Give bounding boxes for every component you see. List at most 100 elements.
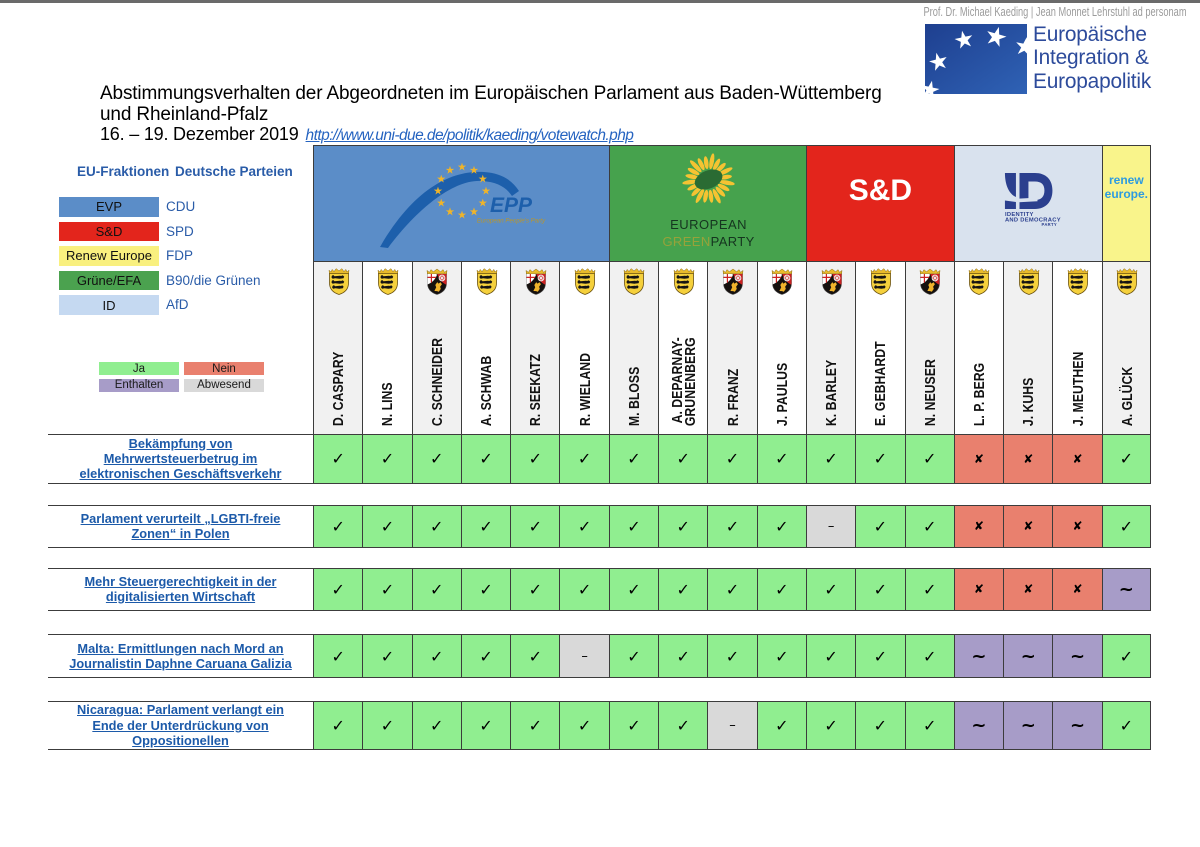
epp-star-icon — [445, 207, 455, 216]
coat-of-arms — [1066, 266, 1090, 296]
vote-mark-ja: ✓ — [775, 579, 789, 599]
bw-lion — [578, 284, 590, 289]
logo-text-line2: Integration & — [1033, 45, 1149, 70]
rp-coat-icon — [821, 268, 842, 295]
vote-cell-ja: ✓ — [510, 433, 560, 484]
vote-mark-ja: ✓ — [380, 449, 395, 469]
vote-cell-ja: ✓ — [510, 634, 560, 678]
vote-cell-nein: ✘ — [1003, 567, 1053, 611]
vote-mark-enthalten: ~ — [1070, 645, 1086, 667]
id-text-line1: IDENTITY — [1005, 212, 1034, 218]
bw-lions — [676, 274, 689, 289]
coat-of-arms — [967, 266, 991, 296]
green-party-logo: EUROPEAN GREENPARTY — [662, 153, 754, 249]
bw-lions — [380, 274, 394, 289]
bw-shield — [870, 272, 891, 295]
vote-mark-ja: ✓ — [873, 715, 888, 735]
id-text-line2: AND DEMOCRACY — [1005, 217, 1061, 223]
member-name-text: N. NEUSER — [921, 359, 939, 427]
member-name: R. FRANZ — [708, 297, 757, 434]
bw-lion — [331, 284, 344, 289]
vote-mark-nein: ✘ — [1072, 582, 1083, 597]
vote-cell-ja: ✓ — [362, 433, 412, 484]
rp-wheel — [931, 274, 939, 281]
rp-lion — [730, 281, 738, 292]
vote-mark-ja: ✓ — [824, 715, 838, 735]
sunflower-petal — [689, 160, 702, 173]
member-column-header: J. PAULUS — [756, 260, 806, 434]
group-header-greens: EUROPEAN GREENPARTY — [608, 145, 806, 261]
vote-cell-ja: ✓ — [362, 567, 412, 611]
bw-lion — [873, 274, 887, 279]
vote-cell-ja: ✓ — [411, 700, 461, 750]
vote-cell-ja: ✓ — [411, 567, 461, 611]
member-column-header: E. GEBHARDT — [855, 260, 905, 434]
rp-lion — [434, 281, 443, 292]
epp-star-icon — [457, 162, 467, 171]
vote-cell-ja: ✓ — [855, 567, 905, 611]
legend-party-label: FDP — [166, 248, 193, 264]
vote-mark-ja: ✓ — [676, 449, 690, 469]
bw-shield — [624, 272, 645, 295]
vote-mark-ja: ✓ — [528, 715, 543, 735]
vote-cell-ja: ✓ — [904, 567, 954, 611]
legend-vote-box: Ja — [99, 362, 179, 375]
rp-wheel-spokes — [784, 274, 791, 281]
votewatch-link[interactable]: http://www.uni-due.de/politik/kaeding/vo… — [305, 127, 634, 144]
bw-lion — [626, 279, 640, 284]
vote-cell-ja: ✓ — [559, 433, 609, 484]
vote-mark-enthalten: ~ — [1118, 578, 1134, 600]
bw-crown — [1117, 267, 1138, 274]
member-name: C. SCHNEIDER — [413, 297, 462, 434]
vote-mark-ja: ✓ — [331, 715, 345, 735]
bw-lion — [1071, 284, 1083, 289]
coat-of-arms — [327, 266, 351, 296]
bw-lion — [676, 284, 689, 289]
vote-cell-ja: ✓ — [510, 567, 560, 611]
bw-lion — [479, 284, 492, 289]
member-column-header: R. SEEKATZ — [510, 260, 560, 434]
epp-logo: EPP European People's Party — [379, 162, 546, 248]
rp-crown — [771, 268, 793, 275]
legend-vote-box: Abwesend — [184, 378, 264, 392]
vote-cell-nein: ✘ — [1052, 567, 1102, 611]
vote-cell-ja: ✓ — [510, 504, 560, 548]
legend-fraction-box: EVP — [59, 197, 159, 217]
bw-lion — [627, 284, 639, 289]
sunflower-petal — [682, 179, 698, 185]
vote-mark-ja: ✓ — [725, 646, 740, 666]
vote-mark-ja: ✓ — [922, 449, 937, 469]
bw-shield — [673, 272, 694, 295]
member-column-header: J. KUHS — [1003, 260, 1053, 434]
vote-mark-ja: ✓ — [380, 516, 395, 536]
vote-cell-abwesend: – — [559, 634, 609, 678]
vote-cell-ja: ✓ — [658, 433, 708, 484]
legend-party-label: SPD — [166, 223, 194, 239]
vote-mark-enthalten: ~ — [1020, 645, 1036, 667]
vote-mark-ja: ✓ — [528, 449, 543, 469]
vote-mark-ja: ✓ — [577, 715, 592, 735]
id-mark-d — [1019, 173, 1053, 209]
row-label-text: Parlament verurteilt „LGBTI-freie Zonen“… — [80, 510, 281, 542]
vote-mark-ja: ✓ — [775, 449, 789, 469]
vote-mark-ja: ✓ — [676, 516, 690, 536]
member-name-text: R. FRANZ — [724, 369, 742, 427]
rp-canton — [526, 273, 536, 284]
coat-of-arms — [573, 266, 597, 296]
vote-mark-nein: ✘ — [973, 582, 984, 597]
vote-cell-ja: ✓ — [707, 504, 757, 548]
epp-bridge-arc — [379, 171, 519, 248]
member-name: E. GEBHARDT — [856, 297, 905, 434]
vote-mark-ja: ✓ — [479, 449, 493, 469]
bw-crown — [377, 267, 399, 274]
bw-lion — [1119, 274, 1133, 279]
vote-cell-ja: ✓ — [756, 433, 806, 484]
bw-crown — [476, 267, 497, 274]
sunflower-petal — [697, 158, 705, 171]
coat-of-arms — [475, 266, 499, 296]
bw-crown — [1018, 267, 1040, 274]
bw-coat-icon — [673, 267, 695, 295]
vote-cell-enthalten: ~ — [1052, 700, 1102, 750]
logo-text-line1: Europäische — [1033, 22, 1147, 46]
